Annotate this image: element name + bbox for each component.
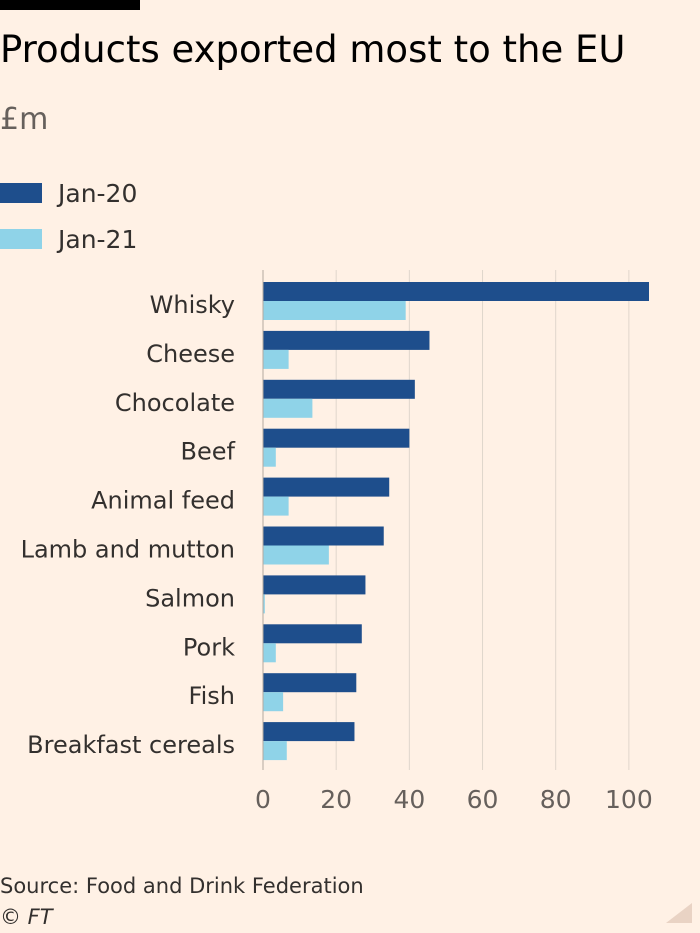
bar-jan-20-whisky [263, 282, 649, 301]
x-tick-label-20: 20 [320, 785, 352, 814]
legend-item-jan-21: Jan-21 [0, 216, 137, 262]
x-tick-label-80: 80 [540, 785, 572, 814]
header-accent-bar [0, 0, 140, 10]
bar-jan-21-whisky [263, 301, 406, 320]
bar-jan-21-chocolate [263, 398, 313, 418]
category-label: Lamb and mutton [21, 536, 235, 564]
legend-label-jan-21: Jan-21 [58, 224, 138, 254]
category-label: Animal feed [91, 487, 235, 515]
bar-jan-20-cheese [263, 330, 430, 350]
legend-item-jan-20: Jan-20 [0, 170, 137, 216]
bar-jan-20-pork [263, 624, 362, 644]
bar-jan-21-breakfast-cereals [263, 741, 287, 761]
bar-jan-21-salmon [263, 594, 265, 614]
legend-swatch-jan-21 [0, 229, 42, 249]
x-tick-label-0: 0 [255, 785, 271, 814]
legend-swatch-jan-20 [0, 183, 42, 203]
bar-jan-21-animal-feed [263, 496, 289, 516]
x-tick-label-100: 100 [605, 785, 653, 814]
legend-label-jan-20: Jan-20 [58, 178, 138, 208]
bar-jan-20-breakfast-cereals [263, 722, 355, 742]
copyright-note: © FT [0, 905, 53, 929]
bar-jan-21-beef [263, 447, 276, 467]
bar-jan-21-cheese [263, 349, 289, 369]
x-tick-label-40: 40 [393, 785, 425, 814]
bar-jan-21-lamb-and-mutton [263, 545, 329, 565]
category-label: Cheese [146, 340, 235, 368]
category-label: Salmon [145, 584, 235, 612]
bar-jan-20-salmon [263, 575, 366, 595]
bar-jan-20-animal-feed [263, 477, 390, 497]
bar-jan-21-pork [263, 643, 276, 663]
category-label: Fish [189, 682, 235, 710]
bar-jan-20-beef [263, 428, 410, 448]
category-label: Whisky [150, 291, 235, 319]
category-label: Chocolate [115, 389, 235, 417]
source-note: Source: Food and Drink Federation [0, 874, 364, 898]
bar-jan-20-lamb-and-mutton [263, 526, 384, 546]
x-tick-label-60: 60 [467, 785, 499, 814]
bar-jan-20-fish [263, 673, 357, 693]
category-label: Beef [181, 438, 236, 466]
legend: Jan-20 Jan-21 [0, 170, 137, 262]
chart-title: Products exported most to the EU [0, 28, 626, 71]
corner-fold-icon [666, 903, 692, 923]
category-label: Pork [183, 633, 235, 661]
category-label: Breakfast cereals [27, 731, 235, 759]
chart-subtitle: £m [0, 102, 49, 137]
bar-jan-20-chocolate [263, 379, 415, 399]
bar-jan-21-fish [263, 692, 284, 712]
